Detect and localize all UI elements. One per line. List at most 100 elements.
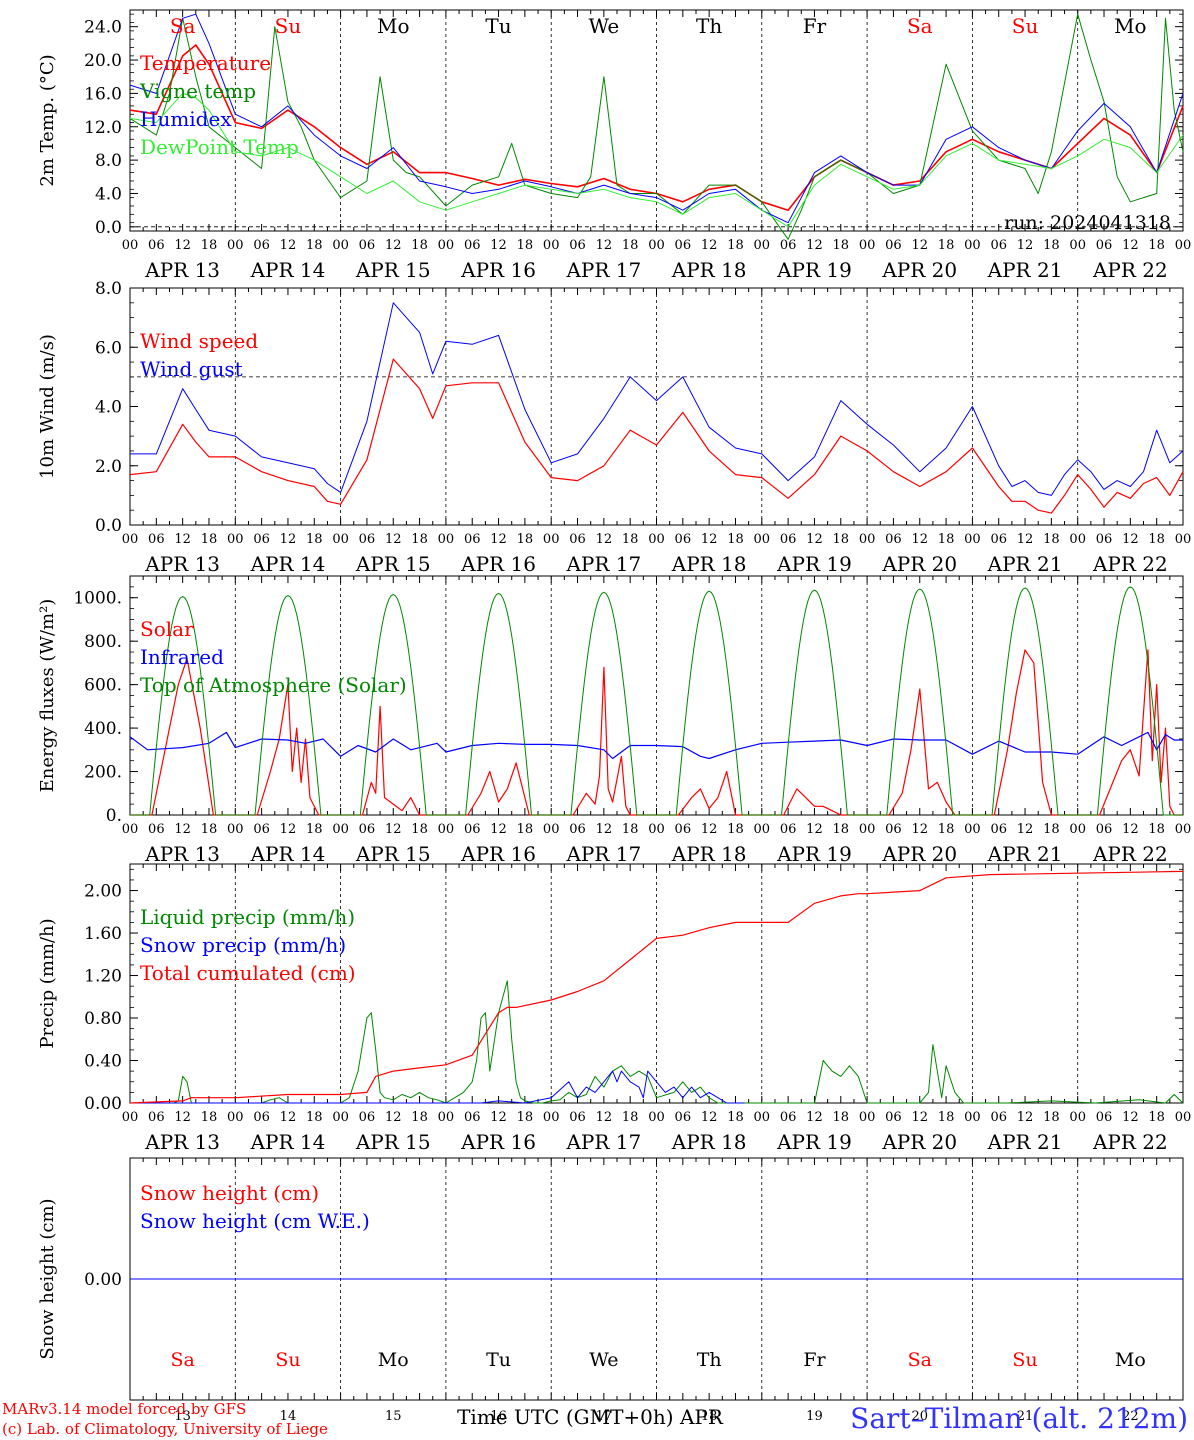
series-line-3: [129, 870, 1184, 1104]
y-tick-label: 16.0: [84, 84, 122, 104]
hour-label: 18: [938, 238, 955, 253]
date-label: APR 17: [565, 842, 641, 866]
date-label: APR 20: [881, 258, 957, 282]
hour-label: 06: [1096, 822, 1113, 837]
hour-label: 18: [517, 1110, 534, 1125]
day-number-label: 14: [280, 1409, 297, 1424]
weekday-label: Tu: [486, 1349, 511, 1371]
weekday-label: Sa: [907, 14, 933, 38]
y-axis-label: Precip (mm/h): [37, 918, 58, 1048]
day-number-label: 15: [385, 1409, 402, 1424]
hour-label: 00: [964, 532, 981, 547]
date-label: APR 22: [1092, 1130, 1168, 1154]
legend-entry: Top of Atmosphere (Solar): [140, 673, 407, 697]
hour-label: 00: [648, 238, 665, 253]
date-label: APR 14: [250, 258, 326, 282]
hour-label: 00: [543, 1110, 560, 1125]
hour-label: 06: [675, 1110, 692, 1125]
series-line-2: [130, 302, 1184, 496]
weekday-label: Su: [1012, 14, 1039, 38]
weekday-label: Fr: [803, 14, 827, 38]
series-line-3: [130, 586, 1183, 816]
date-label: APR 20: [881, 842, 957, 866]
legend-entry: Wind speed: [140, 329, 258, 353]
hour-label: 18: [622, 238, 639, 253]
hour-label: 06: [990, 532, 1007, 547]
legend-entry: Infrared: [140, 645, 224, 669]
hour-label: 06: [990, 822, 1007, 837]
hour-label: 06: [148, 532, 165, 547]
date-label: APR 18: [671, 552, 747, 576]
legend-entry: Solar: [140, 617, 194, 641]
hour-label: 00: [227, 1110, 244, 1125]
y-tick-label: 1.20: [84, 967, 122, 987]
hour-label: 06: [675, 822, 692, 837]
hour-label: 06: [1096, 238, 1113, 253]
hour-label: 18: [201, 1110, 218, 1125]
legend-entry: Humidex: [140, 107, 232, 131]
hour-label: 18: [622, 822, 639, 837]
hour-label: 06: [253, 822, 270, 837]
hour-label: 12: [596, 822, 613, 837]
hour-label: 06: [253, 238, 270, 253]
hour-label: 18: [1148, 532, 1165, 547]
y-tick-label: 2.00: [84, 882, 122, 902]
day-number-label: 19: [806, 1409, 823, 1424]
y-tick-label: 800.: [84, 632, 122, 652]
weekday-label: Tu: [485, 14, 511, 38]
hour-label: 12: [1017, 822, 1034, 837]
y-tick-label: 0.0: [95, 516, 122, 536]
hour-label: 00: [332, 532, 349, 547]
hour-label: 12: [1122, 822, 1139, 837]
hour-label: 12: [701, 238, 718, 253]
hour-label: 06: [464, 1110, 481, 1125]
hour-label: 12: [490, 822, 507, 837]
hour-label: 00: [122, 238, 139, 253]
hour-label: 00: [438, 532, 455, 547]
date-label: APR 20: [881, 552, 957, 576]
day-number-label: 16: [490, 1409, 507, 1424]
date-label: APR 20: [881, 1130, 957, 1154]
hour-label: 06: [1096, 532, 1113, 547]
date-label: APR 13: [144, 552, 220, 576]
hour-label: 06: [780, 822, 797, 837]
date-label: APR 17: [565, 1130, 641, 1154]
hour-label: 18: [201, 822, 218, 837]
series-line-4: [129, 92, 1184, 228]
hour-label: 00: [1069, 822, 1086, 837]
y-tick-label: 1.60: [84, 924, 122, 944]
date-label: APR 21: [987, 552, 1063, 576]
hour-label: 12: [174, 532, 191, 547]
hour-label: 12: [280, 1110, 297, 1125]
hour-label: 00: [1069, 238, 1086, 253]
hour-label: 18: [517, 822, 534, 837]
day-number-label: 13: [174, 1409, 191, 1424]
date-label: APR 22: [1092, 258, 1168, 282]
hour-label: 18: [306, 532, 323, 547]
hour-label: 06: [569, 1110, 586, 1125]
hour-label: 06: [253, 532, 270, 547]
hour-label: 12: [174, 1110, 191, 1125]
date-label: APR 16: [460, 842, 536, 866]
hour-label: 12: [701, 532, 718, 547]
date-label: APR 19: [776, 1130, 852, 1154]
hour-label: 06: [780, 238, 797, 253]
legend-entry: Snow precip (mm/h): [140, 933, 346, 957]
day-number-label: 22: [1122, 1409, 1139, 1424]
hour-label: 12: [911, 238, 928, 253]
hour-label: 18: [938, 1110, 955, 1125]
panel-3: 0. 200. 400. 600. 800. 1000. Energy fluxes (W/…: [37, 575, 1191, 866]
hour-label: 18: [938, 532, 955, 547]
weekday-label: Mo: [377, 14, 410, 38]
hour-label: 12: [280, 238, 297, 253]
hour-label: 06: [990, 1110, 1007, 1125]
date-label: APR 17: [565, 258, 641, 282]
hour-label: 12: [911, 1110, 928, 1125]
station-label: Sart–Tilman (alt. 212m): [850, 1402, 1188, 1435]
date-label: APR 22: [1092, 842, 1168, 866]
hour-label: 00: [754, 238, 771, 253]
hour-label: 12: [806, 532, 823, 547]
hour-label: 18: [1148, 1110, 1165, 1125]
hour-label: 12: [806, 238, 823, 253]
hour-label: 06: [148, 1110, 165, 1125]
